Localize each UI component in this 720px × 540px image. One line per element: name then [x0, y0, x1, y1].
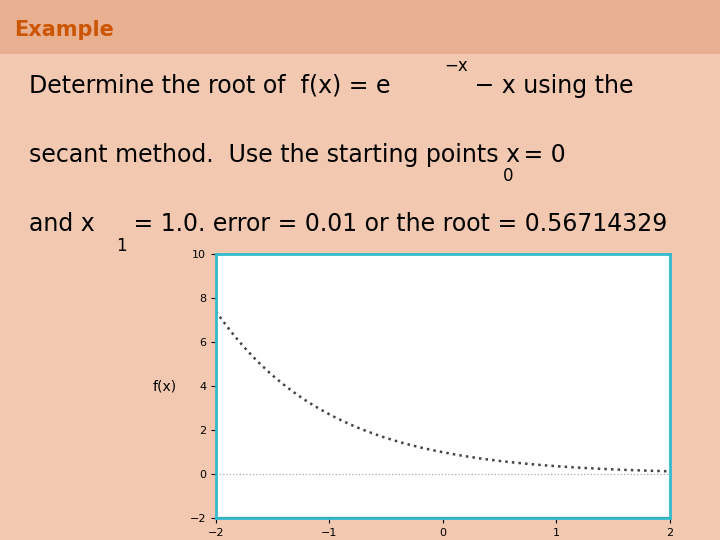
FancyBboxPatch shape — [0, 0, 720, 54]
Text: 1: 1 — [116, 237, 127, 254]
Text: = 0: = 0 — [516, 143, 566, 167]
Text: − x using the: − x using the — [467, 74, 633, 98]
Text: Example: Example — [14, 19, 114, 40]
Text: secant method.  Use the starting points x: secant method. Use the starting points x — [29, 143, 520, 167]
Text: 0: 0 — [503, 167, 514, 185]
Text: and x: and x — [29, 212, 94, 236]
Text: = 1.0. error = 0.01 or the root = 0.56714329: = 1.0. error = 0.01 or the root = 0.5671… — [126, 212, 667, 236]
Text: Determine the root of  f(x) = e: Determine the root of f(x) = e — [29, 74, 390, 98]
Y-axis label: f(x): f(x) — [153, 379, 177, 393]
Text: −x: −x — [444, 57, 468, 75]
